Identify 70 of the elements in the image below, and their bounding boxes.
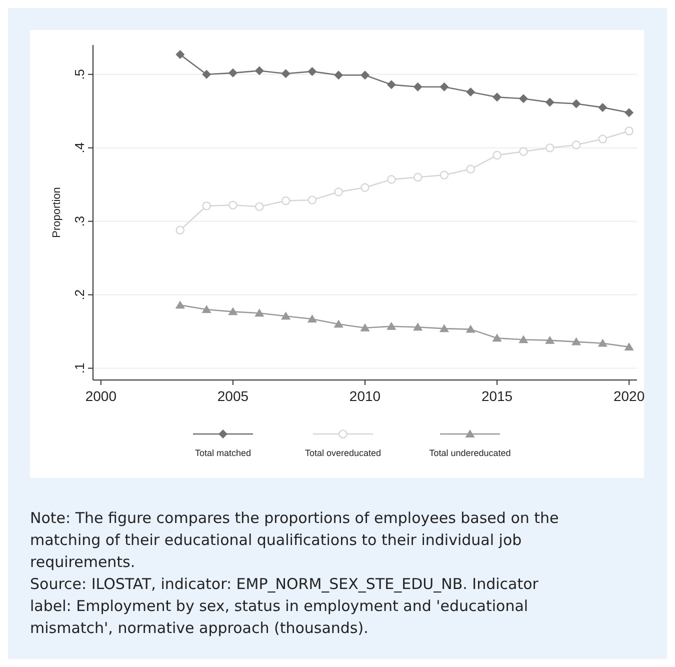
x-tick-label: 2020 — [614, 388, 645, 404]
point — [387, 175, 396, 184]
point — [360, 183, 370, 192]
point — [413, 172, 422, 182]
point — [598, 134, 608, 144]
x-tick-label: 2005 — [217, 388, 249, 404]
x-tick-label: 2010 — [349, 388, 381, 404]
y-tick-label: .5 — [72, 68, 87, 80]
x-tick-label: 2000 — [85, 388, 117, 404]
point — [492, 92, 502, 102]
point — [466, 164, 476, 174]
y-tick-label: .2 — [72, 289, 87, 300]
y-tick-label: .4 — [72, 142, 87, 154]
point — [228, 68, 238, 78]
point — [572, 140, 581, 150]
point — [280, 312, 291, 320]
point — [202, 304, 212, 313]
point — [545, 336, 555, 344]
point — [360, 70, 370, 80]
point — [492, 334, 502, 342]
point — [308, 66, 317, 76]
point — [281, 196, 290, 206]
point — [254, 66, 264, 76]
point — [254, 202, 264, 212]
point — [413, 82, 422, 92]
source-note: Source: ILOSTAT, indicator: EMP_NORM_SEX_STE_EDU_NB. Indicator label: Employment by sex, status in employment and 'educational mismatch', normative approach (thousands). — [30, 575, 540, 637]
legend-label: Total matched — [194, 448, 252, 458]
point — [334, 188, 343, 196]
point — [254, 308, 264, 317]
point — [175, 300, 185, 309]
point — [202, 70, 212, 79]
point — [334, 320, 344, 328]
point — [202, 201, 211, 210]
point — [334, 70, 344, 80]
legend-label: Total undereducated — [429, 448, 511, 458]
point — [440, 82, 449, 92]
point — [466, 324, 476, 333]
point — [440, 170, 449, 180]
point — [572, 99, 581, 108]
point — [466, 88, 476, 97]
point — [228, 307, 238, 316]
point — [281, 69, 290, 78]
point — [519, 147, 528, 156]
point — [176, 50, 185, 60]
point — [176, 226, 185, 235]
y-axis-title: Proportion — [51, 187, 63, 238]
point — [571, 337, 582, 346]
y-tick-label: .1 — [72, 362, 87, 374]
point — [492, 150, 502, 160]
point — [518, 94, 528, 104]
point — [598, 338, 608, 347]
point — [624, 126, 634, 136]
text: Note: The figure compares the proportions of employees based on the matching of their educational qualifications to their individual job requirements. — [30, 509, 559, 571]
point — [413, 322, 423, 331]
legend-label: Total overeducated — [304, 448, 382, 458]
point — [624, 342, 634, 350]
point — [598, 102, 608, 112]
y-tick-label: .3 — [72, 216, 87, 227]
point — [545, 143, 554, 152]
point — [308, 196, 317, 204]
point — [624, 108, 634, 118]
point — [386, 322, 396, 330]
point — [228, 200, 238, 210]
point — [518, 335, 528, 344]
point — [545, 98, 554, 107]
point — [439, 324, 450, 332]
x-tick-label: 2015 — [481, 388, 513, 404]
point — [386, 80, 396, 90]
point — [360, 323, 370, 332]
point — [307, 314, 317, 323]
